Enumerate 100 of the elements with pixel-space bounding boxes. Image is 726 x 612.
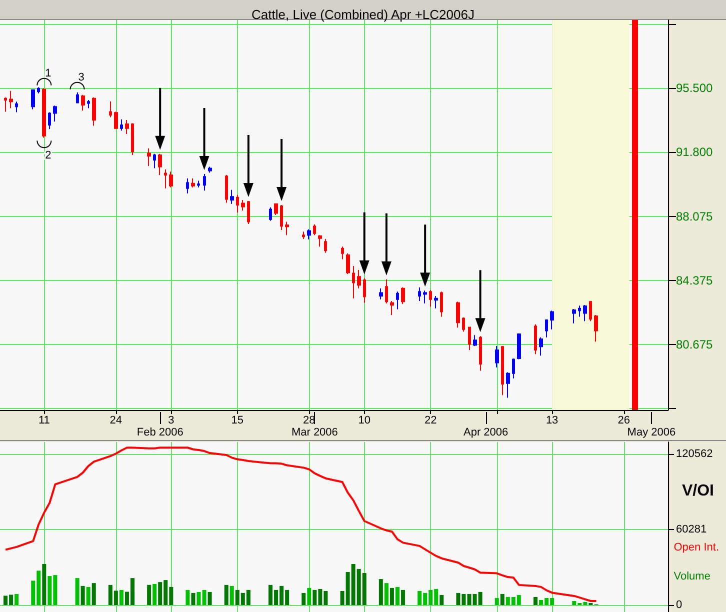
x-tick-label: 22: [424, 414, 437, 426]
candlestick: [147, 148, 151, 167]
candlestick: [352, 266, 355, 299]
bar: [401, 590, 406, 605]
candlestick: [4, 96, 7, 112]
bar: [302, 592, 306, 605]
candlestick: [318, 234, 322, 248]
candlestick: [274, 202, 278, 216]
candlestick: [341, 246, 344, 260]
candlestick: [429, 290, 432, 308]
annotation: 2: [45, 150, 52, 162]
candlestick: [53, 105, 57, 122]
bar: [230, 586, 234, 605]
bar: [224, 584, 228, 605]
candlestick: [440, 291, 443, 318]
y-tick-label: 120562: [676, 448, 713, 460]
bar: [307, 588, 312, 605]
candlestick: [594, 314, 598, 342]
candlestick: [578, 305, 581, 318]
bar: [390, 588, 394, 605]
candlestick: [9, 90, 13, 109]
candlestick: [313, 224, 316, 236]
candlestick: [307, 228, 311, 240]
candlestick: [164, 168, 167, 189]
y-tick-label: 95.500: [676, 80, 714, 95]
bar: [42, 564, 46, 605]
candlestick: [191, 178, 195, 188]
candlestick: [473, 334, 477, 346]
bar: [196, 592, 201, 605]
bar: [147, 584, 152, 605]
candlestick: [120, 118, 123, 132]
line-series: [4, 446, 598, 602]
candlestick: [324, 238, 327, 254]
candlestick: [379, 288, 383, 300]
candlestick: [109, 100, 112, 118]
candlestick: [539, 336, 543, 356]
candlestick: [545, 318, 548, 338]
candlestick: [15, 101, 18, 113]
bar: [378, 579, 383, 605]
y-tick-label: 0: [676, 599, 682, 611]
candlestick: [506, 372, 510, 398]
candlestick: [550, 310, 554, 330]
bar: [186, 590, 190, 605]
candlestick: [468, 326, 471, 350]
candlestick: [572, 308, 576, 324]
candlestick: [197, 180, 200, 188]
candlestick: [247, 200, 250, 224]
candlestick: [418, 286, 421, 302]
x-tick-label: 10: [358, 414, 370, 426]
y-tick-label: 91.800: [676, 144, 714, 159]
candlestick: [37, 86, 40, 94]
bar: [384, 583, 388, 605]
candlestick: [583, 304, 587, 322]
annotation: 3: [78, 71, 84, 84]
candlestick: [423, 290, 427, 304]
bar: [80, 586, 85, 605]
y-tick-label: 80.675: [676, 337, 714, 352]
bar: [534, 596, 538, 605]
bar: [500, 594, 504, 605]
candlestick: [501, 345, 504, 396]
y-axis-title: V/OI: [682, 482, 714, 500]
candlestick: [125, 120, 129, 135]
bar: [152, 584, 157, 605]
candlestick: [357, 270, 361, 289]
candlestick: [495, 345, 499, 368]
candlestick: [302, 231, 305, 240]
candlestick: [81, 94, 85, 112]
candlestick: [462, 316, 465, 332]
bar: [86, 586, 90, 605]
candlestick: [114, 111, 118, 130]
x2-tick-label: Feb 2006: [136, 426, 184, 438]
x-tick-label: 26: [618, 414, 630, 426]
bar: [191, 592, 196, 605]
candlestick: [280, 204, 283, 231]
candlestick: [285, 221, 289, 236]
candlestick: [241, 199, 245, 212]
candlestick: [236, 194, 239, 214]
candlestick: [31, 88, 35, 110]
candlestick: [42, 88, 46, 138]
x-tick-label: 3: [168, 414, 174, 426]
x2-tick-label: Apr 2006: [463, 426, 508, 438]
candlestick: [346, 252, 350, 274]
candlestick: [385, 278, 388, 304]
candlestick: [230, 189, 234, 204]
candlestick: [153, 153, 156, 169]
x2-tick-label: May 2006: [627, 426, 676, 438]
candlestick: [87, 99, 90, 109]
candlestick: [456, 301, 460, 328]
candlestick: [169, 171, 173, 188]
y-tick-label: 88.075: [676, 209, 714, 224]
candlestick: [269, 206, 272, 222]
bar: [14, 594, 19, 605]
bar: [119, 590, 124, 605]
candlestick: [512, 358, 515, 379]
bar: [494, 598, 499, 605]
candlestick: [517, 332, 521, 360]
x-tick-label: 15: [231, 414, 244, 426]
candlestick: [534, 324, 537, 355]
x2-tick-label: Mar 2006: [291, 426, 338, 438]
x-tick-label: 13: [546, 414, 558, 426]
